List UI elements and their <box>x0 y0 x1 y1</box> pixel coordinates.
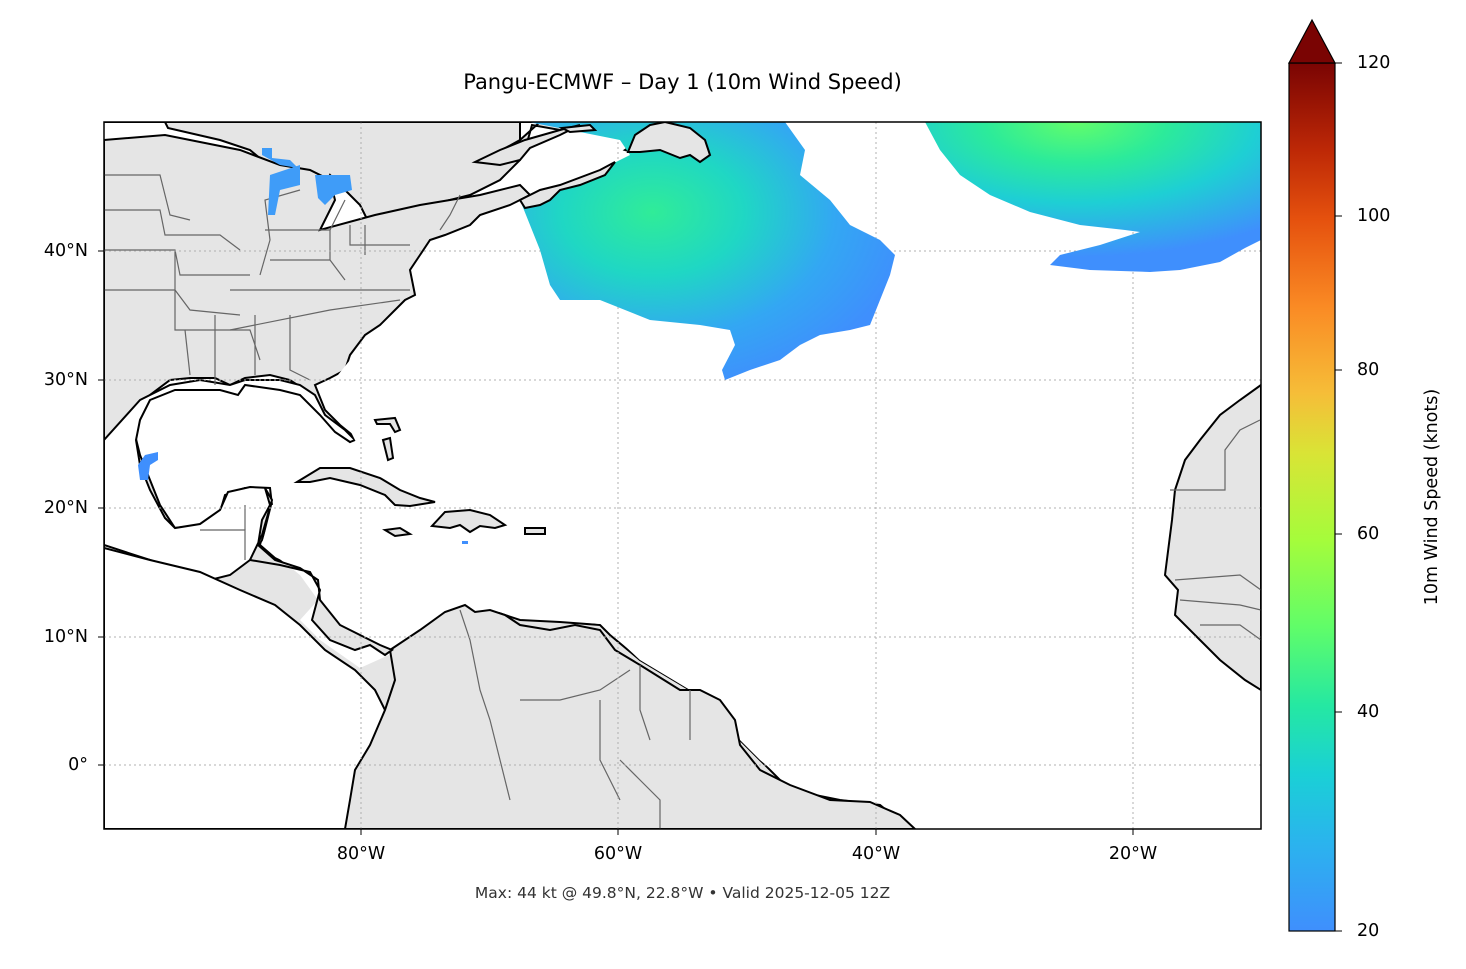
wind-field-hispaniola <box>462 541 468 544</box>
central-america-land <box>248 487 395 657</box>
colorbar-tick-label: 100 <box>1357 206 1391 226</box>
y-tick-label: 20°N <box>43 498 88 518</box>
y-tick-label: 30°N <box>43 370 88 390</box>
newfoundland <box>626 122 712 164</box>
y-tick-label: 10°N <box>43 627 88 647</box>
map-area <box>104 122 1261 829</box>
bahamas <box>373 416 402 462</box>
footer-max-valid: Max: 44 kt @ 49.8°N, 22.8°W • Valid 2025… <box>474 884 891 902</box>
south-america-land <box>343 603 917 829</box>
x-tick-label: 20°W <box>1108 844 1158 864</box>
colorbar-label: 10m Wind Speed (knots) <box>1422 388 1442 606</box>
wind-field-great-lakes <box>262 148 352 215</box>
state-borders <box>104 174 1261 829</box>
y-tick-label: 0° <box>68 755 88 775</box>
colorbar-tick-label: 60 <box>1357 524 1380 544</box>
colorbar-tick-label: 40 <box>1357 702 1380 722</box>
wind-field-gulf-of-mexico <box>138 452 158 480</box>
puerto-rico <box>524 527 546 535</box>
colorbar-gradient <box>1288 62 1336 932</box>
cuba <box>293 467 436 508</box>
chart-title: Pangu-ECMWF – Day 1 (10m Wind Speed) <box>463 70 902 94</box>
x-tick-label: 40°W <box>851 844 901 864</box>
y-tick-label: 40°N <box>43 241 88 261</box>
nova-scotia <box>518 161 616 210</box>
wind-field-nw-atlantic <box>522 122 895 380</box>
anticosti <box>558 123 598 134</box>
map-frame <box>103 121 1262 830</box>
colorbar-tick-label: 120 <box>1357 53 1391 73</box>
axis-ticks <box>98 250 1134 835</box>
hispaniola <box>429 508 508 534</box>
x-tick-label: 80°W <box>336 844 386 864</box>
colorbar-tick-label: 20 <box>1357 921 1380 941</box>
wind-field-ne-atlantic <box>925 122 1261 272</box>
africa-land <box>1163 383 1261 692</box>
colorbar-extend-arrow <box>1287 18 1337 64</box>
jamaica <box>382 526 413 538</box>
colorbar-tick-label: 80 <box>1357 360 1380 380</box>
x-tick-label: 60°W <box>593 844 643 864</box>
colorbar <box>1287 18 1342 932</box>
